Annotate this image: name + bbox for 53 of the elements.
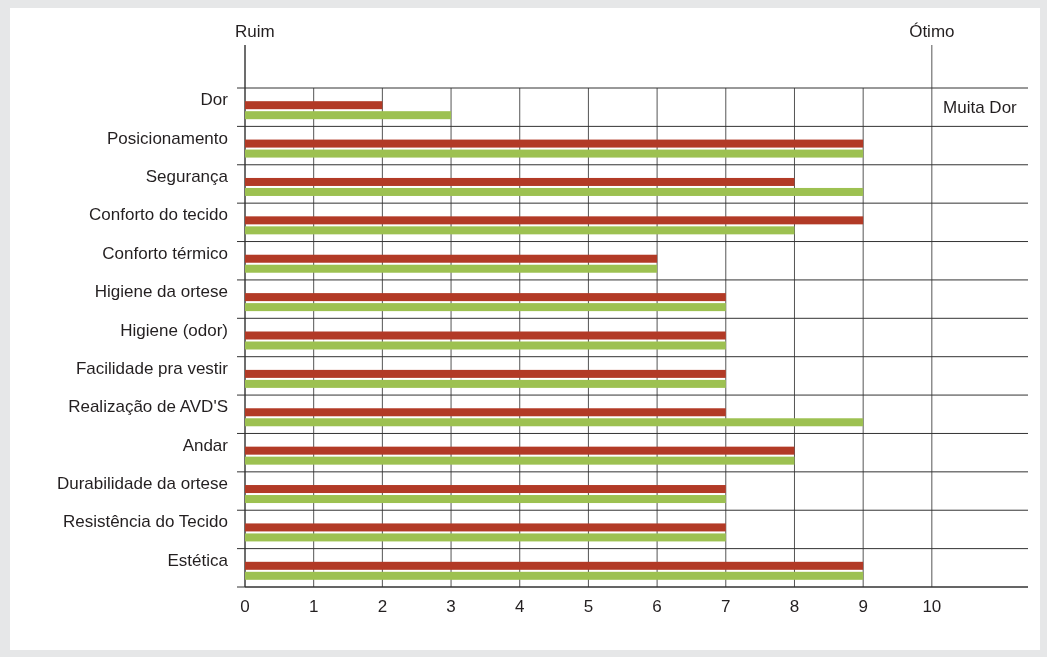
text: Ótimo [909, 22, 955, 41]
bar [245, 533, 726, 542]
x-tick-label: 9 [858, 597, 868, 616]
bar [245, 111, 452, 120]
bar [245, 216, 864, 225]
bar [245, 485, 726, 494]
x-tick-label: 6 [652, 597, 662, 616]
bar [245, 293, 726, 302]
bar [245, 369, 726, 378]
bar [245, 187, 864, 196]
y-tick-label: Resistência do Tecido [62, 512, 228, 532]
y-tick-label: Conforto do tecido [89, 205, 228, 225]
y-tick-label: Conforto térmico [102, 243, 228, 263]
bar [245, 341, 726, 350]
x-tick-label: 1 [308, 597, 319, 616]
bar [245, 254, 658, 263]
y-tick-label: Posicionamento [107, 128, 228, 148]
y-tick-label: Higiene da ortese [94, 282, 228, 302]
x-tick-label: 10 [922, 597, 942, 616]
bar [245, 101, 383, 110]
x-tick-label: 5 [583, 597, 594, 616]
bar [245, 303, 726, 312]
y-tick-label: Facilidade pra vestir [75, 358, 229, 378]
y-tick-label: Realização de AVD'S [68, 397, 228, 417]
y-tick-label: Durabilidade da ortese [56, 474, 228, 494]
y-tick-label: Dor [200, 90, 229, 110]
bar [245, 331, 726, 340]
bar [245, 456, 795, 465]
bar [245, 379, 726, 388]
bar [245, 139, 864, 148]
x-tick-label: 3 [446, 597, 456, 616]
y-tick-label: Andar [182, 435, 229, 455]
bar [245, 561, 864, 570]
bar [245, 418, 864, 427]
y-tick-label: Higiene (odor) [120, 320, 228, 340]
x-tick-label: 4 [515, 597, 525, 616]
text: Ruim [235, 22, 275, 41]
bar [245, 408, 726, 417]
x-tick-label: 8 [789, 597, 800, 616]
y-tick-label: Segurança [145, 166, 229, 186]
bar [245, 177, 795, 186]
x-tick-label: 2 [377, 597, 388, 616]
bar [245, 149, 864, 158]
bar [245, 523, 726, 532]
bar [245, 226, 795, 235]
bar [245, 446, 795, 455]
annotation: Muita Dor [943, 98, 1018, 118]
bar [245, 264, 658, 273]
bar [245, 495, 726, 504]
x-tick-label: 7 [721, 597, 731, 616]
y-tick-label: Estética [167, 550, 229, 570]
x-tick-label: 0 [240, 597, 250, 616]
bar [245, 571, 864, 580]
